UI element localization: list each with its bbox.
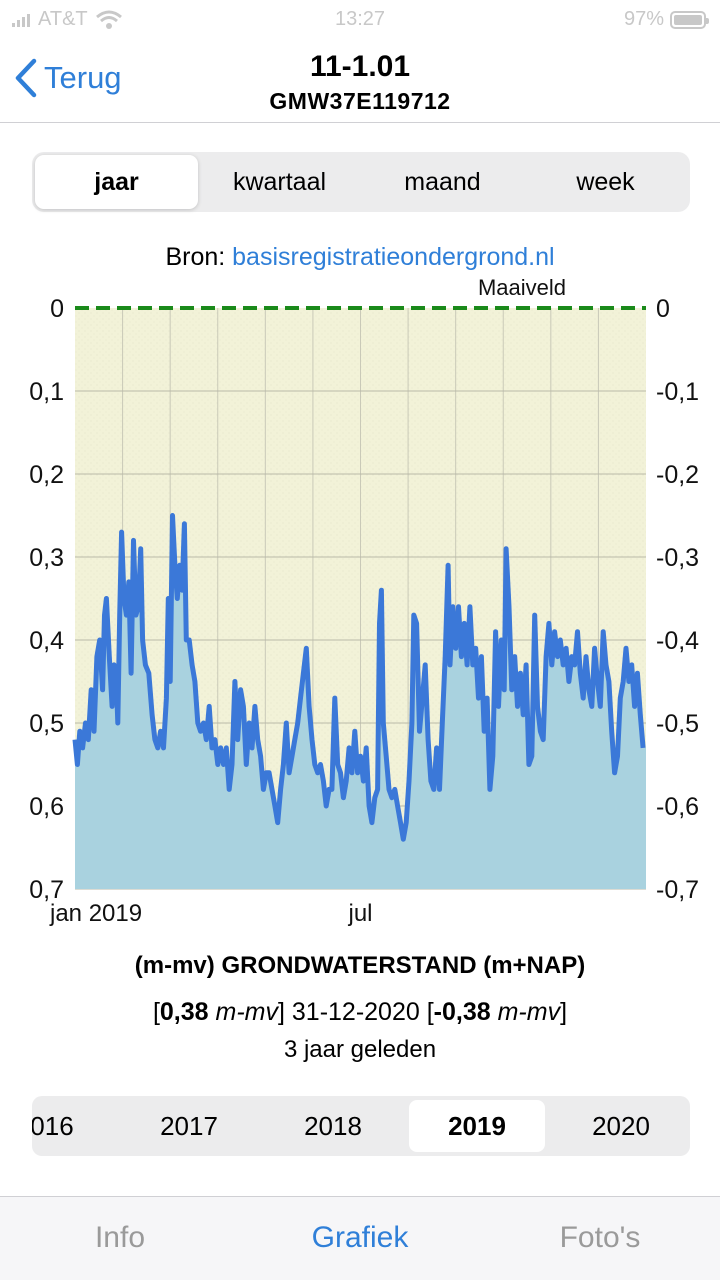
x-axis: jan 2019 jul [49,900,373,927]
status-bar: AT&T 13:27 97% [0,0,720,40]
period-segmented-control: jaar kwartaal maand week [32,152,690,212]
reading-bracket-open: [ [152,998,160,1026]
y-axis-left: 0 0,1 0,2 0,3 0,4 0,5 0,6 0,7 [29,295,64,904]
tab-jaar[interactable]: jaar [35,155,198,209]
reading-bracket-close: ] [560,998,568,1026]
y-tick-label-left: 0,7 [29,876,64,904]
y-tick-label-left: 0,1 [29,378,64,406]
page-title: 11-1.01 [309,50,411,83]
reading-value-nap: -0,38 [433,998,491,1026]
source-prefix: Bron: [165,243,233,271]
tab-maand[interactable]: maand [404,167,481,196]
page-subtitle: GMW37E119712 [269,88,451,114]
y-tick-label-left: 0 [50,295,64,323]
source-link[interactable]: basisregistratieondergrond.nl [232,243,555,271]
navigation-bar: Terug 11-1.01 GMW37E119712 [0,40,720,123]
tab-grafiek[interactable]: Grafiek [311,1220,409,1254]
y-tick-label-right: -0,6 [656,793,699,821]
maaiveld-label: Maaiveld [478,275,566,300]
signal-icon [12,13,30,27]
y-tick-label-right: -0,5 [656,710,699,738]
reading-ago: 3 jaar geleden [283,1036,437,1063]
y-tick-label-left: 0,6 [29,793,64,821]
tab-kwartaal[interactable]: kwartaal [232,167,327,196]
back-label: Terug [44,60,122,95]
year-2018[interactable]: 2018 [304,1110,362,1141]
y-tick-label-right: -0,4 [656,627,699,655]
carrier-label: AT&T [38,8,88,30]
chart-title: (m-mv) GRONDWATERSTAND (m+NAP) [134,952,586,979]
battery-group: 97% [623,8,709,31]
year-2016[interactable]: 016 [32,1110,74,1141]
level-line [72,513,646,842]
year-2017[interactable]: 2017 [160,1110,218,1141]
groundwater-chart: Maaiveld 0 0,1 0,2 0,3 0,4 0,5 0,6 0,7 0 -0,1 -0,… [29,275,699,927]
wifi-icon [95,10,122,29]
tab-bar: Info Grafiek Foto's [0,1196,720,1280]
y-tick-label-left: 0,4 [29,627,64,655]
y-tick-label-right: -0,2 [656,461,699,489]
carrier-group: AT&T [12,8,122,31]
level-area [75,515,646,889]
reading-unit-nap: m-mv [497,998,561,1026]
back-button[interactable]: Terug [14,58,122,98]
reading-unit: m-mv [215,998,278,1026]
y-tick-label-right: -0,1 [656,378,699,406]
year-2020[interactable]: 2020 [592,1110,650,1141]
battery-percent: 97% [623,8,664,30]
year-2019[interactable]: 2019 [409,1100,545,1152]
source-line: Bron: basisregistratieondergrond.nl [0,243,720,272]
x-tick-label: jan 2019 [49,900,142,927]
year-selector: 016 2017 2018 2019 2020 [32,1096,690,1156]
y-tick-label-left: 0,5 [29,710,64,738]
y-tick-label-left: 0,3 [29,544,64,572]
y-tick-label-left: 0,2 [29,461,64,489]
tab-week[interactable]: week [576,167,635,196]
y-axis-right: 0 -0,1 -0,2 -0,3 -0,4 -0,5 -0,6 -0,7 [656,295,699,904]
reading-date: ] 31-12-2020 [ [278,998,434,1026]
reading-value: 0,38 [159,998,209,1026]
x-tick-label: jul [347,900,372,927]
battery-icon [670,10,709,29]
status-time: 13:27 [334,8,386,30]
latest-reading: [0,38 m-mv] 31-12-2020 [-0,38 m-mv] [0,998,720,1027]
y-tick-label-right: 0 [656,295,670,323]
y-tick-label-right: -0,3 [656,544,699,572]
chevron-left-icon [15,58,37,98]
tab-info[interactable]: Info [94,1220,146,1254]
tab-fotos[interactable]: Foto's [559,1220,641,1254]
y-tick-label-right: -0,7 [656,876,699,904]
